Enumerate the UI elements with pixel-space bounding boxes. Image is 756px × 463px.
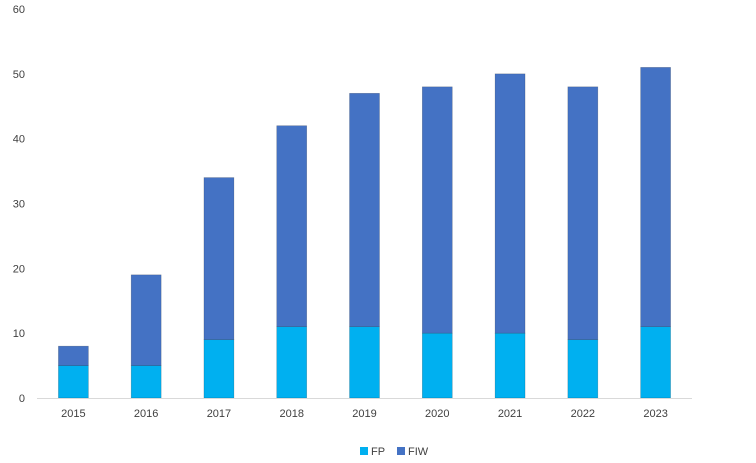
bar-fiw-2015	[58, 345, 89, 366]
x-tick-label: 2023	[643, 408, 667, 420]
y-tick-label: 60	[13, 4, 25, 16]
y-tick-label: 10	[13, 328, 25, 340]
bar-fiw-2017	[203, 177, 235, 340]
legend-label-fp: FP	[371, 446, 385, 458]
y-tick-label: 0	[19, 393, 25, 405]
bar-fiw-2021	[494, 73, 526, 334]
y-tick-label: 50	[13, 69, 25, 81]
x-tick-label: 2015	[61, 408, 85, 420]
bar-fp-2019	[349, 326, 380, 399]
y-axis: 0 10 20 30 40 50 60	[13, 4, 25, 405]
x-tick-label: 2022	[571, 408, 595, 420]
bar-fp-2016	[130, 365, 162, 399]
bar-fp-2022	[567, 339, 599, 399]
bars-group	[58, 67, 671, 399]
bar-fp-2021	[494, 332, 526, 399]
x-tick-label: 2021	[498, 408, 522, 420]
bar-fp-2017	[203, 339, 235, 399]
y-tick-label: 40	[13, 134, 25, 146]
bar-fp-2023	[640, 326, 671, 399]
legend: FP FIW	[360, 446, 429, 458]
bar-fiw-2019	[349, 92, 380, 327]
x-tick-label: 2017	[207, 408, 231, 420]
bar-fp-2018	[276, 326, 308, 399]
x-tick-label: 2019	[352, 408, 376, 420]
legend-swatch-fp	[360, 447, 368, 455]
bar-fp-2020	[421, 332, 453, 399]
y-tick-label: 30	[13, 199, 25, 211]
x-tick-label: 2018	[279, 408, 303, 420]
bar-fiw-2022	[567, 86, 599, 340]
legend-swatch-fiw	[397, 447, 405, 455]
x-axis: 2015 2016 2017 2018 2019 2020 2021 2022 2023	[37, 398, 692, 420]
x-tick-label: 2016	[134, 408, 158, 420]
y-tick-label: 20	[13, 263, 25, 275]
bar-fiw-2016	[130, 274, 162, 366]
legend-label-fiw: FIW	[408, 446, 429, 458]
bar-fiw-2018	[276, 125, 308, 327]
bar-fiw-2023	[640, 67, 671, 327]
bar-fp-2015	[58, 365, 89, 399]
x-tick-label: 2020	[425, 408, 449, 420]
bar-fiw-2020	[421, 86, 453, 334]
